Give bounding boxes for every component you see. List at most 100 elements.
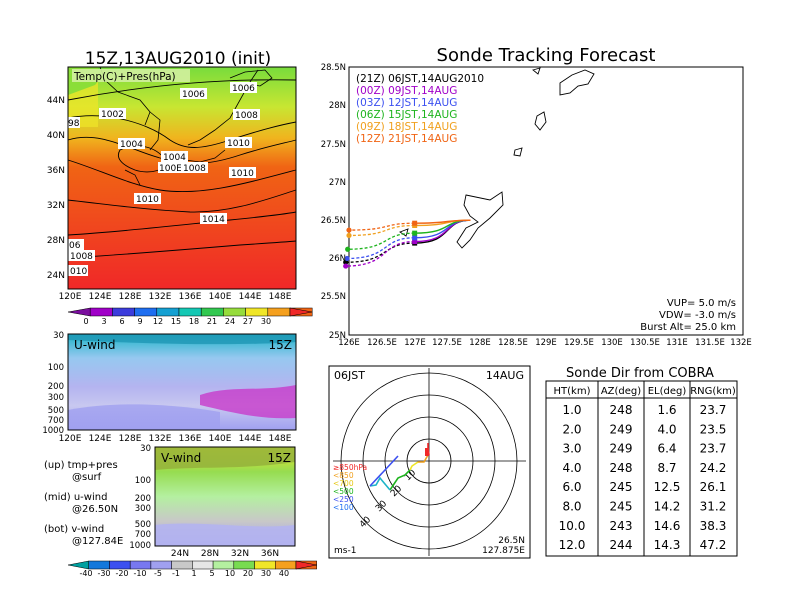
table-cell: 6.0 <box>562 480 581 494</box>
colorbar-segment <box>223 307 246 317</box>
lat-tick-label: 28N <box>201 549 219 559</box>
table-cell: 24.2 <box>700 461 727 475</box>
pres-tick-label: 30 <box>140 444 151 454</box>
descent-track <box>347 237 415 260</box>
pres-tick-label: 700 <box>48 416 64 426</box>
isobar-label: 1008 <box>70 252 93 262</box>
lat-tick-label: 26.5N <box>321 216 346 226</box>
colorbar-segment <box>178 307 202 317</box>
island-outlines <box>399 67 595 249</box>
lon-tick-label: 128E <box>469 338 491 348</box>
burst-point-marker <box>412 239 418 245</box>
table-cell: 245 <box>610 500 633 514</box>
colorbar-segment <box>67 560 89 570</box>
surface-lat-axis: 44N 40N 36N 32N 28N 24N <box>47 96 65 281</box>
vwind-lat-axis: 24N 28N 32N 36N <box>171 549 279 559</box>
surface-marker <box>425 448 429 456</box>
colorbar-segment <box>134 307 158 317</box>
pres-tick-label: 700 <box>135 530 151 540</box>
lon-tick-label: 127E <box>404 338 426 348</box>
colorbar-segment <box>109 560 131 570</box>
wind-colorbar-ticks: -40 -30 -20 -10 -5 -1 1 5 10 20 30 40 <box>79 569 289 578</box>
burst-point-marker <box>412 235 418 241</box>
lon-tick-label: 131.5E <box>695 338 725 348</box>
vwind-pres-axis: 30 100 200 300 500 700 1000 <box>129 444 151 551</box>
table-cell: 1.0 <box>562 403 581 417</box>
isobar-label: 1014 <box>202 215 225 225</box>
lon-tick-label: 128E <box>119 292 142 302</box>
temperature-field <box>68 67 296 289</box>
temperature-colorbar-ticks: 0 3 6 9 12 15 18 21 24 27 30 <box>83 317 271 326</box>
table-cell: 3.0 <box>562 442 581 456</box>
colorbar-tick-label: 10 <box>225 569 235 578</box>
uwind-section: U-wind 15Z <box>67 333 297 431</box>
colorbar-tick-label: 5 <box>209 569 214 578</box>
landing-point-marker <box>346 232 352 239</box>
overlay-label: Temp(C)+Pres(hPa) <box>73 71 176 83</box>
burst-point-marker <box>412 230 418 236</box>
lon-tick-label: 140E <box>209 434 232 444</box>
vwind-time: 15Z <box>268 451 292 465</box>
colorbar-segment <box>267 307 291 317</box>
pres-tick-label: 500 <box>135 520 151 530</box>
polar-date-label: 14AUG <box>486 369 524 382</box>
isobar-label: 1006 <box>232 84 255 94</box>
colorbar-segment <box>295 560 317 570</box>
sonde-tracks <box>343 219 471 269</box>
lat-tick-label: 28N <box>47 236 65 246</box>
isobar-label: 1010 <box>231 169 254 179</box>
isobar-label: 1010 <box>227 139 250 149</box>
tracking-title: Sonde Tracking Forecast <box>437 45 656 66</box>
landing-point-marker <box>344 255 350 262</box>
uwind-frame <box>67 333 297 431</box>
isobar-label: 1004 <box>120 140 143 150</box>
colorbar-segment <box>88 560 110 570</box>
table-cell: 12.0 <box>559 538 586 552</box>
pres-tick-label: 100 <box>135 476 151 486</box>
polar-legend-entry: <250 <box>333 495 354 504</box>
descent-track <box>345 240 415 267</box>
pres-tick-label: 300 <box>135 504 151 514</box>
amami-island <box>559 69 595 96</box>
table-header-cell: HT(km) <box>554 386 591 397</box>
polar-legend-entry: <500 <box>333 487 354 496</box>
wind-colorbar <box>67 560 317 570</box>
isobar-label: 98 <box>68 119 80 129</box>
tracking-params: VUP= 5.0 m/s VDW= -3.0 m/s Burst Alt= 25… <box>640 298 736 333</box>
lat-tick-label: 36N <box>47 166 65 176</box>
lon-tick-label: 136E <box>179 292 202 302</box>
vwind-section: V-wind 15Z <box>154 446 296 547</box>
lon-tick-label: 132E <box>149 292 172 302</box>
surface-map-frame <box>67 66 297 290</box>
table-cell: 8.7 <box>657 461 676 475</box>
polar-legend-entry: <100 <box>333 503 354 512</box>
table-cell: 12.5 <box>654 480 681 494</box>
lon-tick-label: 130E <box>601 338 623 348</box>
table-cell: 14.3 <box>654 538 681 552</box>
table-cell: 243 <box>610 519 633 533</box>
legend-entry-03z: (03Z) 12JST,14AUG <box>356 97 457 109</box>
uwind-pres-axis: 30 100 200 300 500 700 1000 <box>42 331 64 436</box>
colorbar-segment <box>254 560 276 570</box>
table-cell: 14.6 <box>654 519 681 533</box>
burst-point-marker <box>412 220 418 226</box>
param-vup: VUP= 5.0 m/s <box>667 298 736 309</box>
polar-legend-entry: <700 <box>333 479 354 488</box>
pres-tick-label: 100 <box>48 363 64 373</box>
lon-tick-label: 128.5E <box>498 338 528 348</box>
pres-tick-label: 300 <box>48 393 64 403</box>
ascent-track <box>414 219 471 224</box>
lon-tick-label: 130.5E <box>630 338 660 348</box>
note-line: (bot) v-wind <box>44 524 104 535</box>
table-cell: 1.6 <box>657 403 676 417</box>
pres-tick-label: 200 <box>48 382 64 392</box>
lon-tick-label: 128E <box>119 434 142 444</box>
overlay-label-box <box>72 69 190 82</box>
isobar-label: 010 <box>70 267 87 277</box>
colorbar-segment <box>275 560 297 570</box>
cobra-table: HT(km) AZ(deg) EL(deg) RNG(km) 1.0 248 1.6… <box>545 380 738 557</box>
colorbar-tick-label: 40 <box>279 569 289 578</box>
table-cell: 4.0 <box>562 461 581 475</box>
param-vdw: VDW= -3.0 m/s <box>659 310 736 321</box>
